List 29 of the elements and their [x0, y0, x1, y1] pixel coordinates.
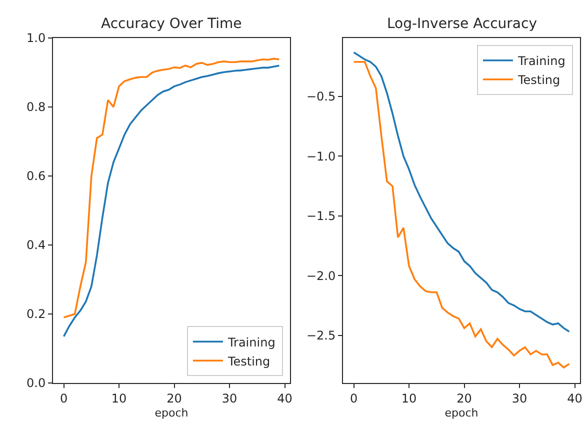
x-tick-label: 40 — [277, 391, 292, 406]
x-tick-label: 30 — [512, 391, 528, 406]
y-tick-label: −2.0 — [306, 268, 336, 283]
x-tick-label: 10 — [401, 391, 417, 406]
y-tick-label: −1.5 — [306, 209, 336, 224]
y-tick-label: 0.4 — [26, 238, 46, 252]
y-tick-label: 1.0 — [26, 31, 46, 46]
legend-label: Testing — [516, 73, 560, 88]
x-tick-label: 30 — [222, 391, 238, 406]
y-tick-label: 0.8 — [26, 100, 46, 114]
x-axis-title: epoch — [444, 406, 478, 420]
y-tick-label: 0.6 — [26, 169, 46, 184]
x-tick-label: 40 — [567, 391, 582, 406]
y-tick-label: −0.5 — [306, 90, 336, 104]
y-tick-label: −2.5 — [306, 328, 336, 342]
x-tick-label: 20 — [166, 391, 182, 406]
x-tick-label: 10 — [111, 391, 127, 406]
x-tick-label: 0 — [60, 391, 68, 406]
x-tick-label: 20 — [456, 391, 472, 406]
chart-title: Accuracy Over Time — [101, 16, 242, 32]
legend-label: Training — [226, 335, 276, 350]
x-tick-label: 0 — [350, 391, 358, 406]
legend-label: Training — [516, 54, 566, 68]
legend-label: Testing — [226, 354, 270, 368]
y-tick-label: 0.2 — [26, 307, 46, 322]
y-tick-label: 0.0 — [26, 376, 46, 390]
y-tick-label: −1.0 — [306, 149, 336, 164]
x-axis-title: epoch — [154, 406, 188, 420]
chart-title: Log-Inverse Accuracy — [387, 16, 537, 32]
